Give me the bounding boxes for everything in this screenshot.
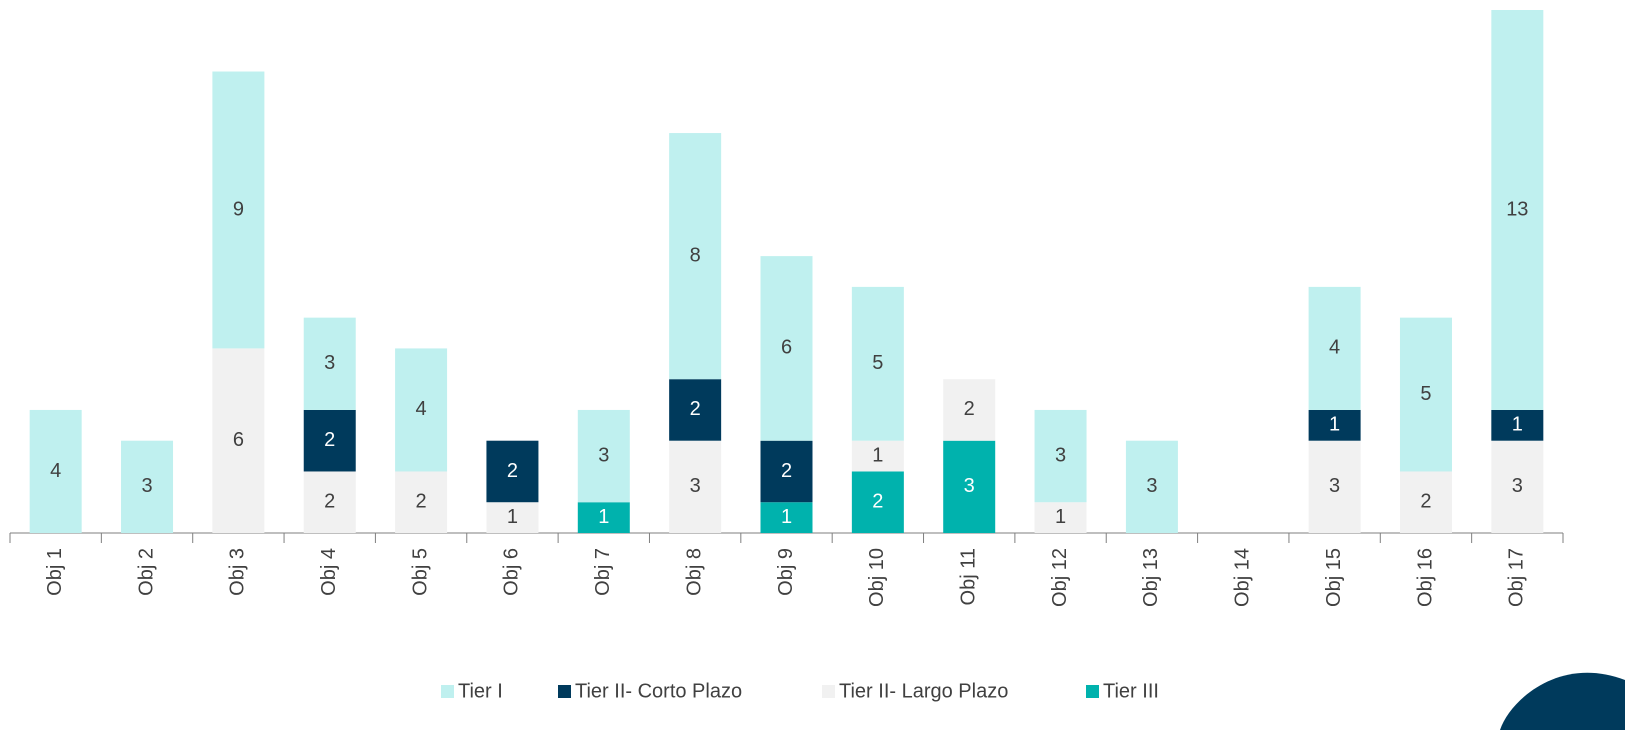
bar-segment [851, 286, 904, 441]
bar-segment [669, 133, 722, 380]
data-label: 3 [964, 475, 975, 497]
bar-segment [1034, 502, 1087, 533]
bar-segment [1034, 409, 1087, 503]
bar-segment [760, 502, 813, 533]
x-tick-label: Obj 5 [409, 548, 431, 596]
x-tick-label: Obj 3 [227, 548, 249, 596]
x-tick-label: Obj 16 [1414, 548, 1436, 607]
bar-segment [303, 409, 356, 472]
data-label: 2 [416, 491, 427, 513]
legend-swatch [1086, 685, 1099, 698]
x-tick-label: Obj 10 [866, 548, 888, 607]
bar-segment [212, 71, 265, 349]
data-label: 2 [781, 460, 792, 482]
x-tick-label: Obj 9 [775, 548, 797, 596]
bar-segment [1491, 10, 1544, 410]
bar-segment [1491, 409, 1544, 441]
data-label: 2 [507, 460, 518, 482]
bar-segment [577, 409, 630, 503]
x-tick-label: Obj 2 [135, 548, 157, 596]
bar-segment [212, 348, 265, 533]
data-label: 4 [1329, 337, 1340, 359]
data-label: 3 [690, 475, 701, 497]
bar-segment [1491, 440, 1544, 533]
bar-segment [395, 348, 448, 472]
bar-segment [1308, 286, 1361, 410]
bar-segment [851, 440, 904, 472]
data-label: 2 [690, 398, 701, 420]
data-label: 6 [781, 337, 792, 359]
legend-swatch [441, 685, 454, 698]
bar-segment [1399, 317, 1452, 472]
data-label: 3 [324, 352, 335, 374]
legend-label: Tier I [458, 680, 503, 702]
x-tick-label: Obj 15 [1323, 548, 1345, 607]
legend-label: Tier II- Corto Plazo [575, 680, 742, 702]
data-label: 4 [416, 398, 427, 420]
bar-segment [486, 502, 539, 533]
bar-segment [1125, 440, 1178, 533]
x-tick-label: Obj 13 [1140, 548, 1162, 607]
data-label: 4 [50, 460, 61, 482]
data-label: 9 [233, 198, 244, 220]
x-tick-label: Obj 4 [318, 548, 340, 596]
data-label: 3 [1055, 444, 1066, 466]
data-label: 3 [1146, 475, 1157, 497]
data-label: 2 [324, 429, 335, 451]
data-label: 3 [598, 444, 609, 466]
x-tick-label: Obj 7 [592, 548, 614, 596]
bar-segment [760, 256, 813, 441]
data-label: 6 [233, 429, 244, 451]
legend-swatch [822, 685, 835, 698]
legend-label: Tier II- Largo Plazo [839, 680, 1008, 702]
bar-segment [121, 440, 174, 533]
data-label: 5 [872, 352, 883, 374]
bar-segment [1399, 471, 1452, 533]
x-tick-label: Obj 11 [957, 548, 979, 605]
bar-segment [669, 440, 722, 533]
bar-segment [669, 379, 722, 441]
data-label: 1 [507, 506, 518, 528]
data-label: 2 [324, 491, 335, 513]
x-tick-label: Obj 17 [1506, 548, 1528, 607]
data-label: 1 [1512, 414, 1523, 436]
x-tick-label: Obj 8 [683, 548, 705, 596]
bar-segment [943, 379, 996, 441]
data-label: 5 [1420, 383, 1431, 405]
bar-segment [943, 440, 996, 533]
data-label: 1 [1055, 506, 1066, 528]
bar-segment [303, 471, 356, 533]
data-label: 1 [598, 506, 609, 528]
x-tick-label: Obj 12 [1049, 548, 1071, 607]
bar-segment [1308, 409, 1361, 441]
data-label: 3 [141, 475, 152, 497]
data-label: 2 [872, 491, 883, 513]
data-label: 1 [872, 444, 883, 466]
bar-segment [395, 471, 448, 533]
data-label: 13 [1506, 198, 1528, 220]
data-label: 3 [1512, 475, 1523, 497]
x-tick-label: Obj 14 [1232, 548, 1254, 607]
bar-segment [303, 317, 356, 410]
data-label: 1 [1329, 414, 1340, 436]
data-label: 2 [1420, 491, 1431, 513]
x-tick-label: Obj 6 [501, 548, 523, 596]
bar-segment [486, 440, 539, 503]
bar-segment [29, 409, 82, 533]
bar-segment [1308, 440, 1361, 533]
bar-segment [760, 440, 813, 503]
decoration [1500, 672, 1625, 730]
x-tick-label: Obj 1 [44, 548, 66, 596]
legend-swatch [558, 685, 571, 698]
bar-segment [577, 502, 630, 533]
legend-label: Tier III [1103, 680, 1159, 702]
data-label: 3 [1329, 475, 1340, 497]
data-label: 1 [781, 506, 792, 528]
data-label: 2 [964, 398, 975, 420]
bar-segment [851, 471, 904, 533]
data-label: 8 [690, 244, 701, 266]
